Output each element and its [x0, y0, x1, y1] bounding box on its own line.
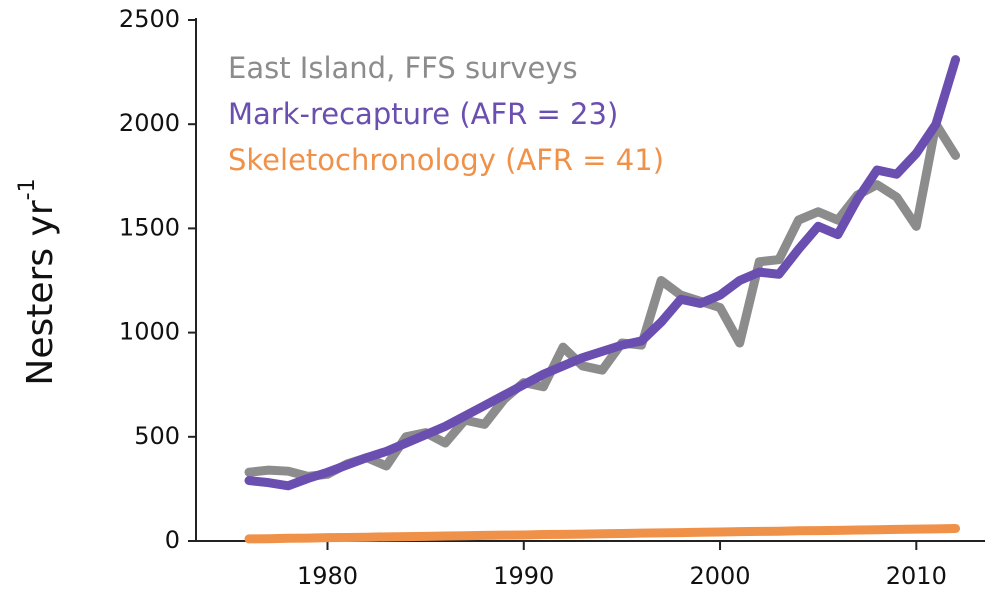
x-tick-label: 1990 — [493, 562, 554, 590]
y-tick-label: 2500 — [119, 5, 180, 33]
x-tick-label: 1980 — [297, 562, 358, 590]
x-tick-label: 2000 — [689, 562, 750, 590]
legend-entry: Mark-recapture (AFR = 23) — [228, 97, 618, 131]
line-series — [244, 55, 961, 491]
y-tick-label: 0 — [165, 526, 180, 554]
y-tick-label: 2000 — [119, 109, 180, 137]
legend-entry: East Island, FFS surveys — [228, 51, 578, 85]
y-tick-label: 1000 — [119, 318, 180, 346]
y-tick-label: 1500 — [119, 213, 180, 241]
y-axis-label: Nesters yr-1 — [15, 178, 61, 385]
line-series — [244, 119, 961, 481]
x-tick-label: 2010 — [886, 562, 947, 590]
y-tick-label: 500 — [134, 422, 180, 450]
legend-entry: Skeletochronology (AFR = 41) — [228, 143, 664, 177]
line-series — [244, 523, 961, 544]
